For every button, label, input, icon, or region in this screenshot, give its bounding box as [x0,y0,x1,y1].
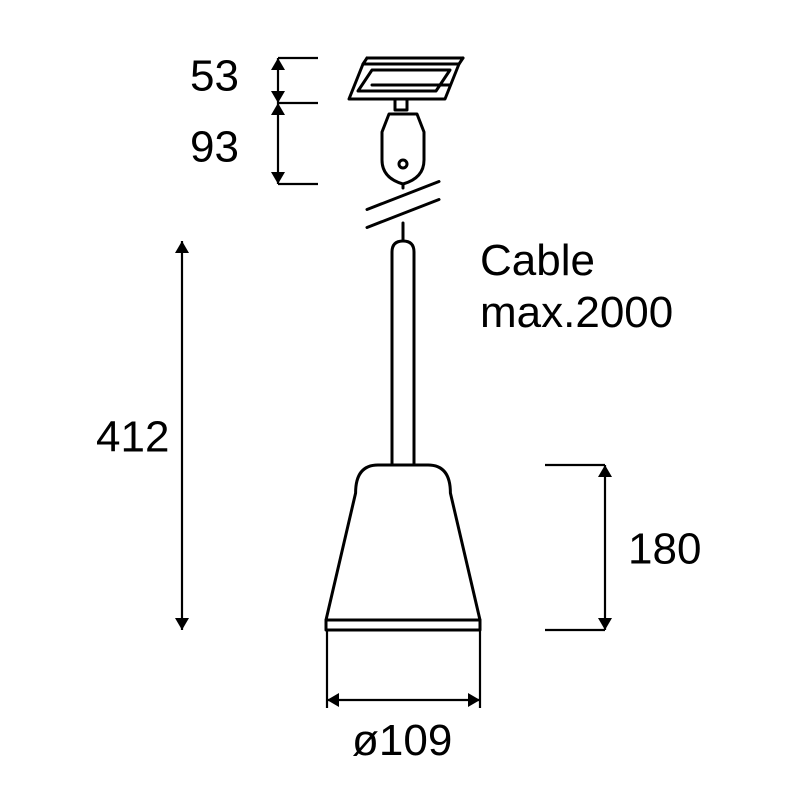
pendant-lamp-drawing: 53 93 412 180 ø109 Cablemax.2000 [0,0,800,800]
dim-body-height: 412 [96,413,169,462]
dim-diameter: ø109 [352,716,452,765]
label-cable-line1: Cable [480,236,595,285]
dim-coupler-height: 93 [190,123,239,172]
dim-shade-height: 180 [628,525,701,574]
label-cable-line2: max.2000 [480,288,673,337]
dim-adapter-height: 53 [190,52,239,101]
